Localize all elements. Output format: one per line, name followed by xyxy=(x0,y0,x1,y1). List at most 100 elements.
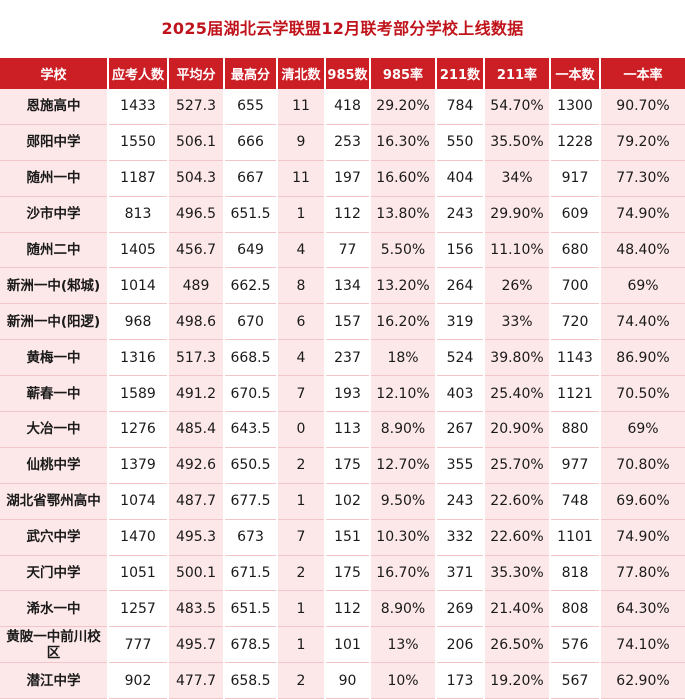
school-name-cell: 新洲一中(邾城) xyxy=(0,267,109,305)
table-cell: 8 xyxy=(277,267,326,305)
table-cell: 880 xyxy=(550,411,601,448)
table-cell: 25.70% xyxy=(484,447,551,484)
table-cell: 609 xyxy=(550,196,601,233)
table-cell: 90.70% xyxy=(600,89,685,125)
table-cell: 1276 xyxy=(108,411,169,448)
table-cell: 16.20% xyxy=(370,303,437,341)
table-cell: 112 xyxy=(325,590,371,628)
table-cell: 527.3 xyxy=(168,89,225,125)
table-cell: 12.10% xyxy=(370,375,437,413)
table-cell: 175 xyxy=(325,447,371,484)
table-cell: 487.7 xyxy=(168,483,225,520)
table-row: 武穴中学 1470 495.3 673 7 151 10.30% 332 22.60% 1101 7… xyxy=(0,519,685,556)
table-cell: 21.40% xyxy=(484,590,551,628)
table-cell: 495.7 xyxy=(168,626,225,664)
table-cell: 16.30% xyxy=(370,124,437,161)
table-cell: 33% xyxy=(484,303,551,341)
table-cell: 668.5 xyxy=(224,339,278,377)
column-header: 最高分 xyxy=(224,58,278,89)
table-cell: 567 xyxy=(550,662,601,699)
table-cell: 4 xyxy=(277,232,326,269)
table-cell: 9.50% xyxy=(370,483,437,520)
table-row: 湖北省鄂州高中 1074 487.7 677.5 1 102 9.50% 243 22.60% 7… xyxy=(0,483,685,520)
table-cell: 492.6 xyxy=(168,447,225,484)
table-cell: 157 xyxy=(325,303,371,341)
table-cell: 54.70% xyxy=(484,89,551,125)
table-cell: 10% xyxy=(370,662,437,699)
table-cell: 26% xyxy=(484,267,551,305)
table-row: 黄陂一中前川校区 777 495.7 678.5 1 101 13% 206 26.50% 576… xyxy=(0,626,685,664)
table-cell: 35.50% xyxy=(484,124,551,161)
table-cell: 173 xyxy=(436,662,485,699)
table-cell: 48.40% xyxy=(600,232,685,269)
table-cell: 1379 xyxy=(108,447,169,484)
table-cell: 700 xyxy=(550,267,601,305)
table-cell: 12.70% xyxy=(370,447,437,484)
table-cell: 496.5 xyxy=(168,196,225,233)
table-cell: 678.5 xyxy=(224,626,278,664)
table-cell: 818 xyxy=(550,555,601,592)
table-cell: 156 xyxy=(436,232,485,269)
table-cell: 968 xyxy=(108,303,169,341)
table-cell: 371 xyxy=(436,555,485,592)
table-cell: 74.40% xyxy=(600,303,685,341)
table-cell: 517.3 xyxy=(168,339,225,377)
table-cell: 79.20% xyxy=(600,124,685,161)
table-cell: 4 xyxy=(277,339,326,377)
table-cell: 74.10% xyxy=(600,626,685,664)
school-name-cell: 沙市中学 xyxy=(0,196,109,233)
table-cell: 1051 xyxy=(108,555,169,592)
table-cell: 70.50% xyxy=(600,375,685,413)
table-cell: 748 xyxy=(550,483,601,520)
table-cell: 77.80% xyxy=(600,555,685,592)
table-row: 蕲春一中 1589 491.2 670.5 7 193 12.10% 403 25.40% 112… xyxy=(0,375,685,413)
table-cell: 1405 xyxy=(108,232,169,269)
table-cell: 237 xyxy=(325,339,371,377)
table-row: 新洲一中(邾城) 1014 489 662.5 8 134 13.20% 264 26% 700 6… xyxy=(0,267,685,305)
table-cell: 655 xyxy=(224,89,278,125)
table-cell: 456.7 xyxy=(168,232,225,269)
table-cell: 9 xyxy=(277,124,326,161)
table-cell: 34% xyxy=(484,160,551,197)
column-header: 985率 xyxy=(370,58,437,89)
table-cell: 319 xyxy=(436,303,485,341)
school-name-cell: 郧阳中学 xyxy=(0,124,109,161)
table-cell: 673 xyxy=(224,519,278,556)
table-body: 恩施高中 1433 527.3 655 11 418 29.20% 784 54.70% 1300… xyxy=(0,89,685,699)
table-cell: 2 xyxy=(277,447,326,484)
table-cell: 197 xyxy=(325,160,371,197)
table-cell: 485.4 xyxy=(168,411,225,448)
table-cell: 62.90% xyxy=(600,662,685,699)
table-cell: 1228 xyxy=(550,124,601,161)
table-cell: 403 xyxy=(436,375,485,413)
table-cell: 90 xyxy=(325,662,371,699)
table-cell: 69% xyxy=(600,411,685,448)
column-header: 211数 xyxy=(436,58,485,89)
table-cell: 206 xyxy=(436,626,485,664)
column-header: 一本数 xyxy=(550,58,601,89)
table-cell: 243 xyxy=(436,196,485,233)
column-header: 清北数 xyxy=(277,58,326,89)
table-cell: 491.2 xyxy=(168,375,225,413)
table-cell: 784 xyxy=(436,89,485,125)
table-cell: 671.5 xyxy=(224,555,278,592)
table-cell: 18% xyxy=(370,339,437,377)
table-cell: 777 xyxy=(108,626,169,664)
table-cell: 404 xyxy=(436,160,485,197)
column-header: 学校 xyxy=(0,58,109,89)
table-cell: 26.50% xyxy=(484,626,551,664)
table-cell: 495.3 xyxy=(168,519,225,556)
table-cell: 16.70% xyxy=(370,555,437,592)
table-cell: 29.90% xyxy=(484,196,551,233)
table-cell: 267 xyxy=(436,411,485,448)
table-cell: 808 xyxy=(550,590,601,628)
table-row: 浠水一中 1257 483.5 651.5 1 112 8.90% 269 21.40% 808 6… xyxy=(0,590,685,628)
table-cell: 524 xyxy=(436,339,485,377)
table-cell: 19.20% xyxy=(484,662,551,699)
table-cell: 5.50% xyxy=(370,232,437,269)
table-row: 仙桃中学 1379 492.6 650.5 2 175 12.70% 355 25.70% 977… xyxy=(0,447,685,484)
table-cell: 1 xyxy=(277,590,326,628)
table-cell: 74.90% xyxy=(600,196,685,233)
table-cell: 649 xyxy=(224,232,278,269)
table-cell: 10.30% xyxy=(370,519,437,556)
